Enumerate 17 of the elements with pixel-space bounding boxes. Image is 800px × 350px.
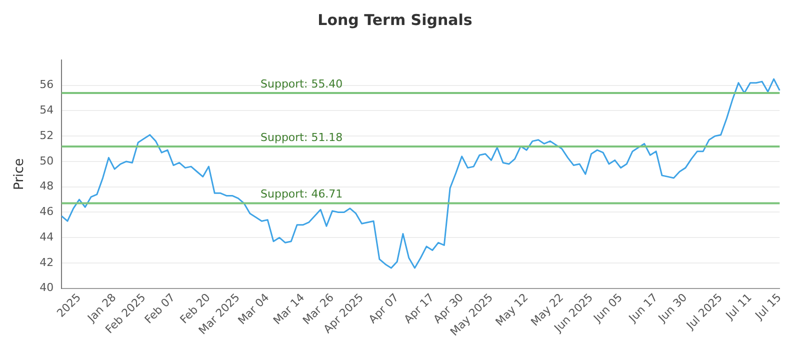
ref-line-label: Support: 46.71 <box>260 188 343 201</box>
y-tick-label: 56 <box>40 78 54 92</box>
ref-line-label: Support: 51.18 <box>260 130 343 144</box>
x-tick-label: Apr 07 <box>366 290 402 326</box>
y-tick-label: 48 <box>40 180 54 193</box>
x-tick-label: Jul 15 <box>752 290 784 323</box>
y-tick-label: 42 <box>40 256 54 269</box>
x-tick-label: Jul 11 <box>722 290 754 323</box>
y-tick-label: 50 <box>40 154 54 168</box>
ref-line-label: Support: 55.40 <box>260 77 343 90</box>
y-tick-label: 40 <box>40 281 54 294</box>
chart-title: Long Term Signals <box>318 10 472 29</box>
y-axis-title: Price <box>12 158 28 190</box>
y-tick-label: 44 <box>40 230 54 244</box>
y-tick-label: 52 <box>40 128 54 142</box>
y-tick-label: 54 <box>40 104 54 117</box>
y-tick-label: 46 <box>40 205 54 218</box>
